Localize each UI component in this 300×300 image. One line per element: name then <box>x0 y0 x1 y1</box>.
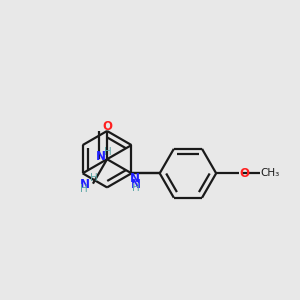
Text: H: H <box>80 184 88 194</box>
Text: H: H <box>132 182 140 193</box>
Text: N: N <box>80 178 90 191</box>
Text: H: H <box>104 148 112 158</box>
Text: N: N <box>131 178 141 190</box>
Text: O: O <box>102 120 112 133</box>
Text: CH₃: CH₃ <box>261 168 280 178</box>
Text: O: O <box>240 167 250 179</box>
Text: N: N <box>130 172 140 185</box>
Text: H: H <box>90 173 98 183</box>
Text: N: N <box>95 150 106 163</box>
